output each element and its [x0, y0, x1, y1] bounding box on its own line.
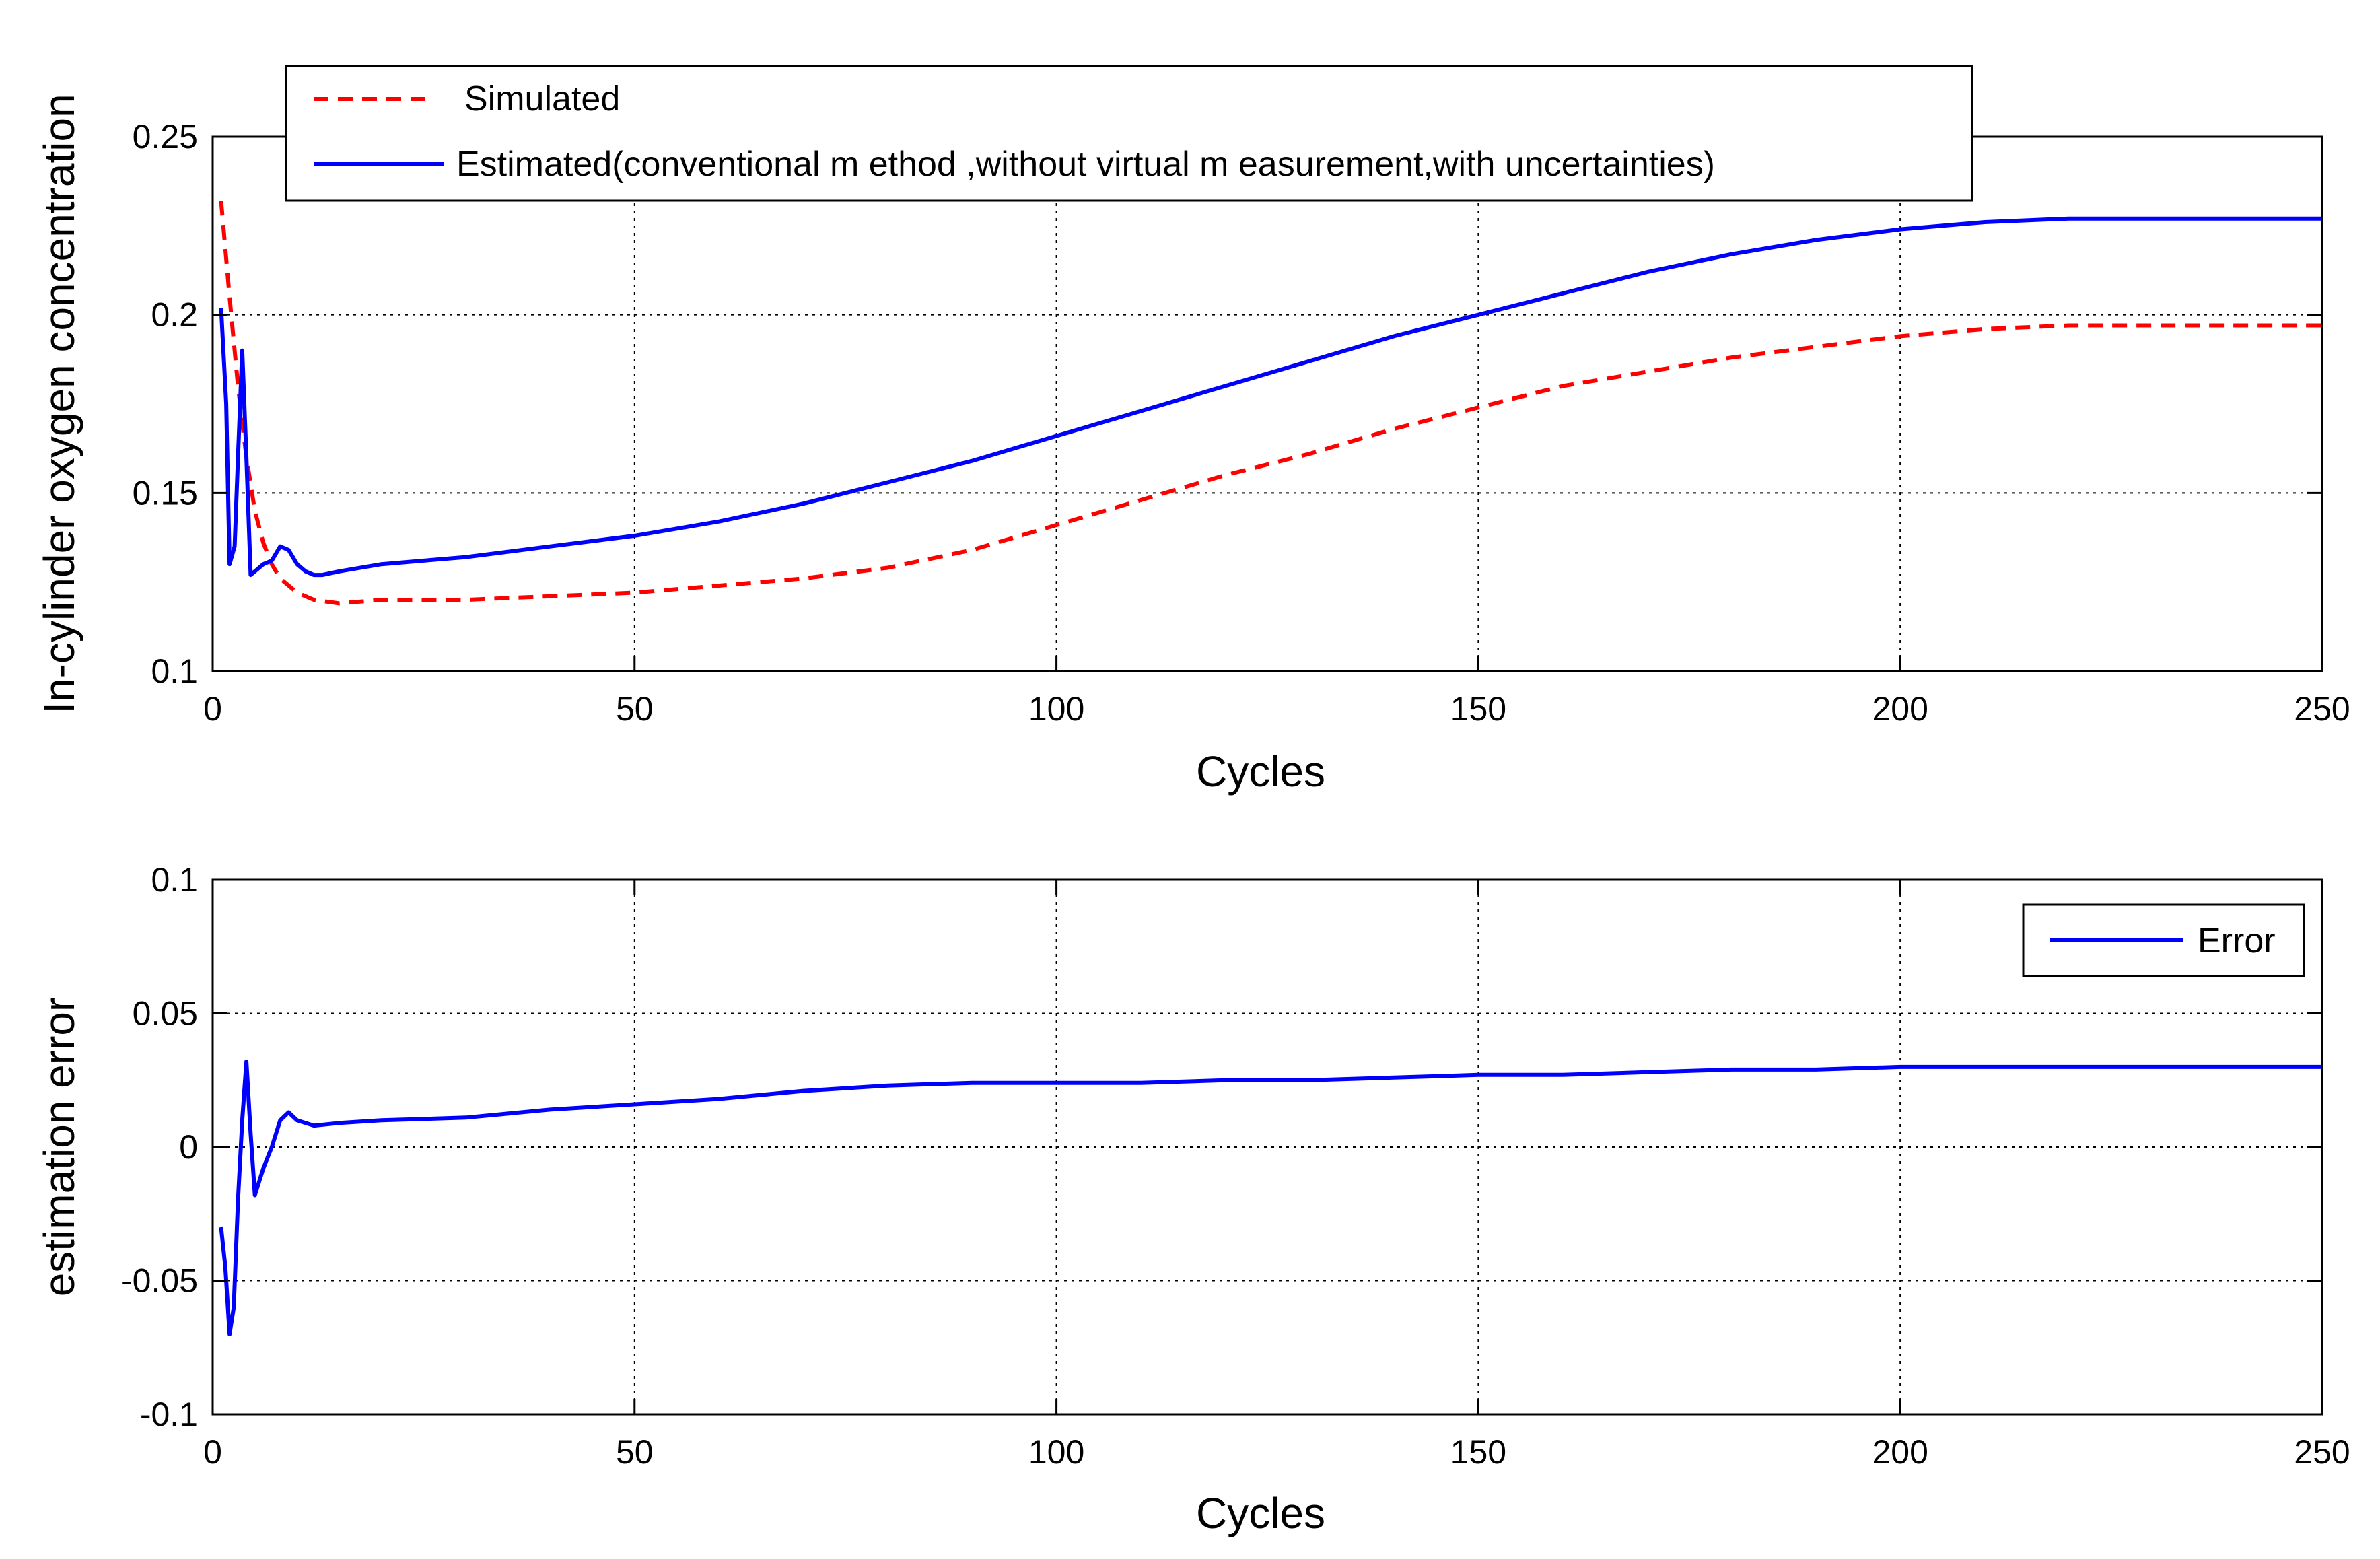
top-y-axis-title: In-cylinder oxygen concentration — [35, 94, 83, 714]
top-y-tick-label: 0.2 — [151, 296, 198, 334]
bottom-x-tick-label: 150 — [1450, 1433, 1506, 1471]
bottom-x-tick-label: 0 — [203, 1433, 222, 1471]
bottom-legend: Error — [2022, 903, 2305, 977]
bottom-x-tick-label: 200 — [1872, 1433, 1928, 1471]
top-series-estimated-line — [219, 216, 2322, 578]
bottom-y-tick-label: -0.1 — [140, 1395, 198, 1433]
bottom-y-tick-label: 0.1 — [151, 861, 198, 899]
bottom-x-axis-title: Cycles — [1196, 1489, 1325, 1537]
top-y-tick-label: 0.25 — [133, 118, 198, 155]
bottom-series-error-line — [219, 1060, 2322, 1336]
bottom-grid — [213, 880, 2322, 1414]
top-x-tick-label: 50 — [616, 690, 654, 728]
top-x-tick-label: 150 — [1450, 690, 1506, 728]
bottom-y-axis-title: estimation error — [35, 998, 83, 1297]
top-series-simulated-line — [219, 201, 2322, 606]
top-legend: Simulated Estimated(conventional m ethod… — [285, 65, 1973, 202]
bottom-ticks: 0 50 100 150 200 250 -0.1 -0.05 0 0.05 0.1 — [121, 861, 2350, 1471]
top-x-axis-title: Cycles — [1196, 747, 1325, 796]
top-y-tick-label: 0.1 — [151, 652, 198, 690]
top-plot-area — [213, 137, 2322, 671]
top-y-tick-label: 0.15 — [133, 474, 198, 512]
bottom-x-tick-label: 250 — [2294, 1433, 2350, 1471]
top-series — [219, 201, 2322, 606]
top-x-tick-label: 0 — [203, 690, 222, 728]
top-grid — [213, 137, 2322, 671]
top-legend-box — [285, 65, 1973, 202]
top-x-tick-label: 100 — [1028, 690, 1084, 728]
bottom-x-tick-label: 100 — [1028, 1433, 1084, 1471]
top-x-tick-label: 200 — [1872, 690, 1928, 728]
bottom-plot-area — [213, 880, 2322, 1414]
legend-estimated-label: Estimated(conventional m ethod ,without … — [456, 145, 1715, 184]
bottom-y-tick-label: 0 — [179, 1128, 198, 1166]
top-x-tick-label: 250 — [2294, 690, 2350, 728]
top-plot: 0 50 100 150 200 250 0.1 0.15 0.2 0.25 Cycles In-… — [35, 65, 2350, 796]
bottom-series — [219, 1060, 2322, 1336]
bottom-y-tick-label: -0.05 — [121, 1262, 198, 1300]
legend-error-label: Error — [2198, 922, 2276, 961]
bottom-x-tick-label: 50 — [616, 1433, 654, 1471]
legend-simulated-label: Simulated — [464, 79, 620, 118]
top-ticks: 0 50 100 150 200 250 0.1 0.15 0.2 0.25 — [133, 118, 2350, 728]
bottom-y-tick-label: 0.05 — [133, 995, 198, 1033]
